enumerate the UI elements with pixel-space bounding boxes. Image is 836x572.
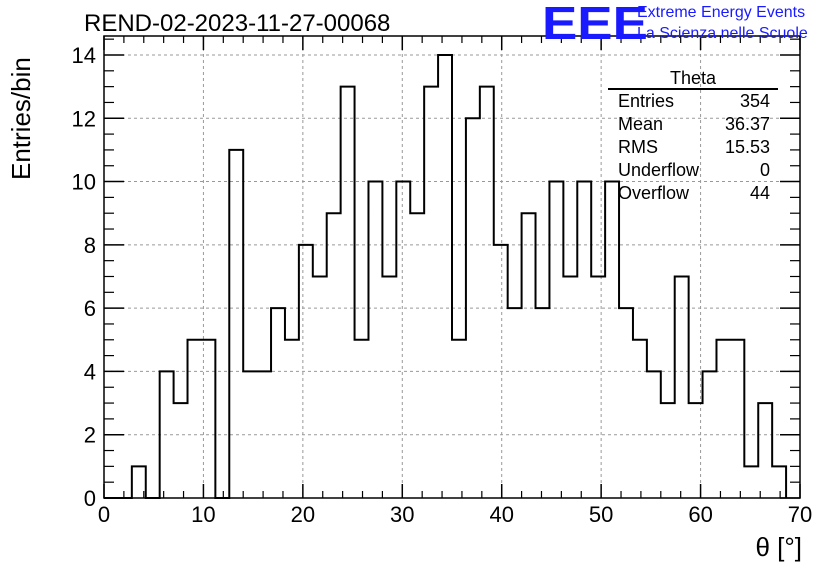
stats-box: Theta Entries 354 Mean 36.37 RMS 15.53 Unde… (608, 68, 778, 205)
stats-row-overflow: Overflow 44 (608, 182, 778, 205)
logo-line-1: Extreme Energy Events (637, 4, 806, 21)
histogram-bin (355, 340, 369, 498)
y-tick-label: 12 (72, 106, 96, 131)
histogram-bin (522, 213, 536, 498)
x-tick-label: 0 (98, 502, 110, 527)
histogram-bin (313, 276, 327, 498)
histogram-bin (396, 182, 410, 498)
chart-title: REND-02-2023-11-27-00068 (84, 10, 391, 37)
histogram-bin (633, 340, 647, 498)
y-axis-label: Entries/bin (6, 57, 36, 180)
stats-label: RMS (618, 137, 658, 157)
y-tick-label: 2 (84, 423, 96, 448)
stats-row-underflow: Underflow 0 (608, 159, 778, 182)
histogram-bin (605, 182, 619, 498)
plot-frame (103, 35, 801, 499)
stats-label: Entries (618, 91, 675, 111)
y-tick-label: 6 (84, 296, 96, 321)
histogram-bin (577, 182, 591, 498)
histogram-bin (508, 308, 522, 498)
stats-label: Underflow (618, 160, 700, 180)
stats-label: Overflow (618, 183, 690, 203)
histogram-bin (299, 245, 313, 498)
x-axis-label: θ [°] (755, 532, 802, 562)
histogram-bin (758, 403, 772, 498)
histogram-bin (341, 87, 355, 498)
histogram-bin (466, 118, 480, 498)
histogram-bin (619, 308, 633, 498)
y-tick-label: 14 (72, 43, 96, 68)
histogram-bin (327, 213, 341, 498)
stats-title: Theta (608, 68, 778, 90)
stats-value: 44 (749, 183, 770, 203)
histogram-bin (689, 403, 703, 498)
histogram-bin (703, 371, 717, 498)
histogram-bars (104, 53, 788, 499)
stats-row-entries: Entries 354 (608, 90, 778, 113)
y-tick-label: 8 (84, 233, 96, 258)
histogram-bin (563, 276, 577, 498)
stats-value: 0 (759, 160, 770, 180)
x-tick-label: 40 (489, 502, 513, 527)
histogram-bin (772, 466, 786, 498)
y-tick-label: 0 (84, 486, 96, 511)
histogram-bin (424, 87, 438, 498)
histogram-bin (285, 340, 299, 498)
histogram-bin (174, 403, 188, 498)
histogram-bin (243, 371, 257, 498)
x-tick-label: 20 (291, 502, 315, 527)
x-tick-label: 60 (688, 502, 712, 527)
histogram-bin (647, 371, 661, 498)
stats-row-rms: RMS 15.53 (608, 136, 778, 159)
histogram-bin (382, 276, 396, 498)
histogram-bin (730, 340, 744, 498)
x-tick-label: 70 (788, 502, 812, 527)
histogram-bin (271, 308, 285, 498)
histogram-bin (480, 87, 494, 498)
histogram-bin (661, 403, 675, 498)
stats-value: 15.53 (724, 137, 770, 157)
histogram-bin (494, 245, 508, 498)
eee-logo: EEE (542, 0, 648, 49)
histogram-bin (549, 182, 563, 498)
histogram-bin (452, 340, 466, 498)
x-tick-label: 10 (191, 502, 215, 527)
stats-value: 354 (739, 91, 770, 111)
histogram-bin (188, 340, 202, 498)
x-tick-label: 30 (390, 502, 414, 527)
histogram-bin (257, 371, 271, 498)
histogram-bin (438, 55, 452, 498)
x-tick-label: 50 (589, 502, 613, 527)
histogram-bin (591, 276, 605, 498)
histogram-bin (675, 276, 689, 498)
y-tick-label: 10 (72, 170, 96, 195)
stats-label: Mean (618, 114, 664, 134)
histogram-bin (132, 466, 146, 498)
histogram-bin (744, 466, 758, 498)
stats-row-mean: Mean 36.37 (608, 113, 778, 136)
histogram-bin (201, 340, 215, 498)
axis-ticks: 0 10 20 30 40 50 60 70 0 2 4 6 8 10 12 14 (72, 36, 812, 527)
histogram-outline (104, 53, 788, 499)
y-tick-label: 4 (84, 359, 96, 384)
histogram-bin (160, 371, 174, 498)
stats-value: 36.37 (724, 114, 770, 134)
histogram-bin (410, 213, 424, 498)
logo-line-2: La Scienza nelle Scuole (637, 25, 808, 42)
histogram-bin (536, 308, 550, 498)
histogram-bin (368, 182, 382, 498)
histogram-bin (229, 150, 243, 498)
histogram-bin (716, 340, 730, 498)
